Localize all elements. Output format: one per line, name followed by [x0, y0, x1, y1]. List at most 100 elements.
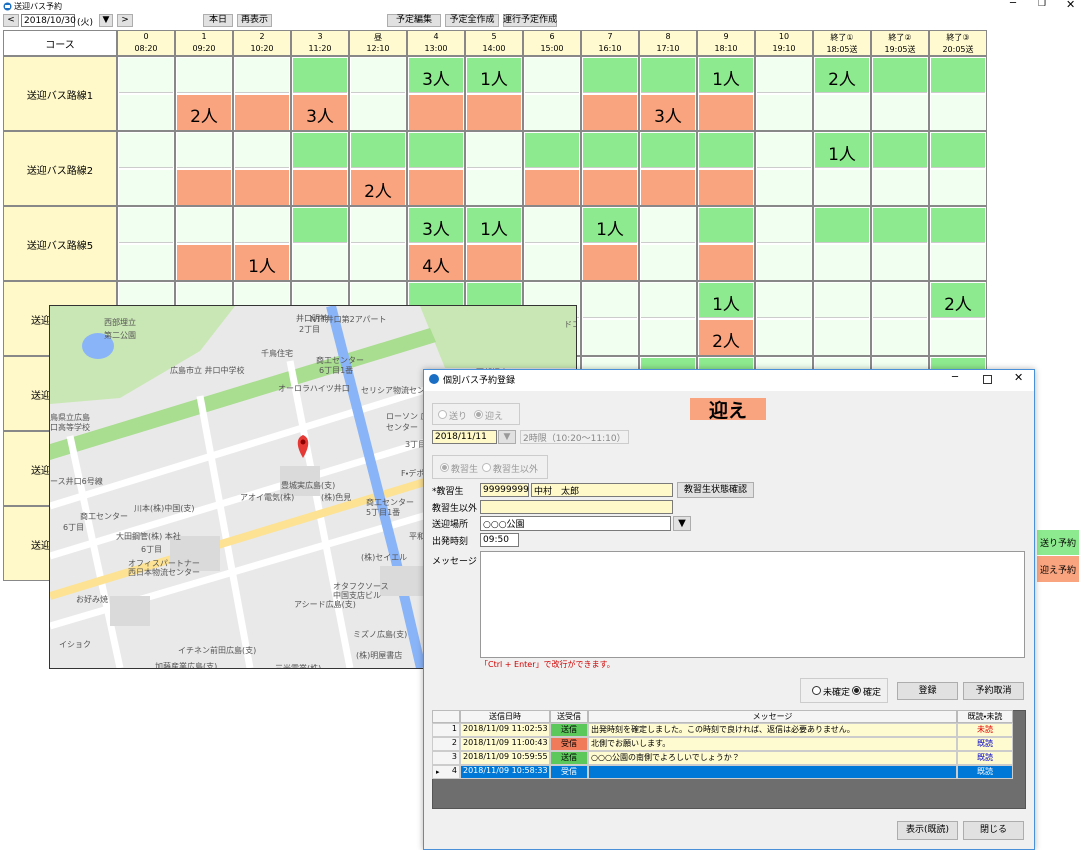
send-slot[interactable] [525, 208, 579, 243]
pickup-slot[interactable] [931, 95, 985, 130]
minimize-button[interactable]: ─ [1010, 0, 1017, 9]
send-slot[interactable] [641, 208, 695, 243]
pickup-slot[interactable] [641, 170, 695, 205]
pickup-slot[interactable] [177, 245, 231, 280]
dialog-minimize[interactable]: ─ [952, 372, 959, 383]
pickup-slot[interactable] [699, 95, 753, 130]
pickup-slot[interactable] [293, 170, 347, 205]
row-message[interactable]: 北側でお願いします。 [588, 737, 957, 751]
send-slot[interactable] [293, 133, 347, 168]
pickup-slot[interactable] [815, 320, 869, 355]
close-button[interactable]: ✕ [1066, 0, 1076, 11]
send-slot[interactable]: 1人 [583, 208, 637, 243]
place-select[interactable]: ○○○公園 [480, 516, 671, 531]
send-slot[interactable] [351, 208, 405, 243]
pickup-slot[interactable]: 2人 [699, 320, 753, 355]
pickup-slot[interactable]: 1人 [235, 245, 289, 280]
row-datetime[interactable]: 2018/11/09 10:59:55 [460, 751, 550, 765]
row-message[interactable] [588, 765, 957, 779]
send-slot[interactable] [583, 133, 637, 168]
toolbar-prev[interactable]: < [3, 14, 19, 27]
pickup-slot[interactable] [235, 95, 289, 130]
send-slot[interactable] [467, 133, 521, 168]
radio-circle[interactable] [482, 463, 491, 472]
pickup-slot[interactable] [873, 95, 927, 130]
toolbar-date[interactable]: 2018/10/30 [21, 14, 76, 27]
pickup-slot[interactable] [931, 245, 985, 280]
send-slot[interactable] [641, 58, 695, 93]
pickup-slot[interactable] [525, 245, 579, 280]
pickup-slot[interactable] [409, 95, 463, 130]
send-slot[interactable] [583, 58, 637, 93]
dialog-maximize[interactable] [983, 375, 992, 384]
send-slot[interactable] [757, 208, 811, 243]
send-slot[interactable] [583, 283, 637, 318]
date-button[interactable]: ▼ [498, 430, 516, 444]
toolbar-edit[interactable]: 予定編集 [387, 14, 441, 27]
send-slot[interactable] [409, 133, 463, 168]
pickup-slot[interactable] [177, 170, 231, 205]
close-button[interactable]: 閉じる [963, 821, 1024, 840]
send-slot[interactable] [931, 133, 985, 168]
send-slot[interactable] [873, 58, 927, 93]
dialog-close[interactable]: ✕ [1014, 371, 1024, 384]
message-textarea[interactable] [480, 551, 1025, 658]
send-slot[interactable] [235, 58, 289, 93]
pickup-slot[interactable] [119, 95, 173, 130]
pickup-slot[interactable] [641, 245, 695, 280]
toolbar-refresh[interactable]: 再表示 [237, 14, 272, 27]
register-button[interactable]: 登録 [897, 682, 958, 700]
row-direction[interactable]: 送信 [550, 751, 588, 765]
row-datetime[interactable]: 2018/11/09 11:02:53 [460, 723, 550, 737]
pickup-slot[interactable] [119, 170, 173, 205]
pickup-slot[interactable] [931, 320, 985, 355]
row-status[interactable]: 未読 [957, 723, 1013, 737]
other-input[interactable] [480, 500, 673, 514]
send-slot[interactable] [177, 133, 231, 168]
send-slot[interactable] [119, 208, 173, 243]
pickup-slot[interactable] [815, 245, 869, 280]
pickup-slot[interactable] [757, 170, 811, 205]
pickup-slot[interactable]: 3人 [641, 95, 695, 130]
send-slot[interactable]: 3人 [409, 208, 463, 243]
pickup-slot[interactable] [699, 245, 753, 280]
pickup-slot[interactable] [931, 170, 985, 205]
pickup-slot[interactable] [235, 170, 289, 205]
row-direction[interactable]: 受信 [550, 737, 588, 751]
send-slot[interactable] [873, 283, 927, 318]
show-button[interactable]: 表示(既読) [897, 821, 958, 840]
row-direction[interactable]: 送信 [550, 723, 588, 737]
send-slot[interactable] [757, 283, 811, 318]
status-button[interactable]: 教習生状態確認 [677, 482, 754, 498]
toolbar-today[interactable]: 本日 [203, 14, 233, 27]
send-slot[interactable] [931, 58, 985, 93]
radio-circle[interactable] [438, 410, 447, 419]
pickup-slot[interactable] [467, 95, 521, 130]
row-datetime[interactable]: 2018/11/09 10:58:33 [460, 765, 550, 779]
send-slot[interactable] [815, 283, 869, 318]
pickup-slot[interactable] [409, 170, 463, 205]
pickup-slot[interactable]: 2人 [177, 95, 231, 130]
period-select[interactable]: 2時限（10:20～11:10） [520, 430, 629, 444]
row-message[interactable]: ○○○公園の南側でよろしいでしょうか？ [588, 751, 957, 765]
send-slot[interactable]: 2人 [815, 58, 869, 93]
send-slot[interactable] [757, 58, 811, 93]
pickup-slot[interactable] [815, 170, 869, 205]
pickup-slot[interactable]: 4人 [409, 245, 463, 280]
row-status[interactable]: 既読 [957, 751, 1013, 765]
student-name[interactable]: 中村 太郎 [531, 483, 673, 497]
pickup-slot[interactable] [525, 170, 579, 205]
send-slot[interactable] [815, 208, 869, 243]
date-input[interactable]: 2018/11/11 [432, 430, 497, 444]
send-slot[interactable] [525, 133, 579, 168]
pickup-slot[interactable] [293, 245, 347, 280]
row-message[interactable]: 出発時刻を確定しました。この時刻で良ければ、返信は必要ありません。 [588, 723, 957, 737]
send-slot[interactable]: 1人 [467, 58, 521, 93]
row-direction[interactable]: 受信 [550, 765, 588, 779]
send-slot[interactable] [699, 133, 753, 168]
send-slot[interactable]: 1人 [699, 58, 753, 93]
pickup-slot[interactable] [467, 170, 521, 205]
cancel-button[interactable]: 予約取消 [963, 682, 1024, 700]
restore-button[interactable]: ❐ [1038, 0, 1047, 9]
pickup-slot[interactable] [699, 170, 753, 205]
